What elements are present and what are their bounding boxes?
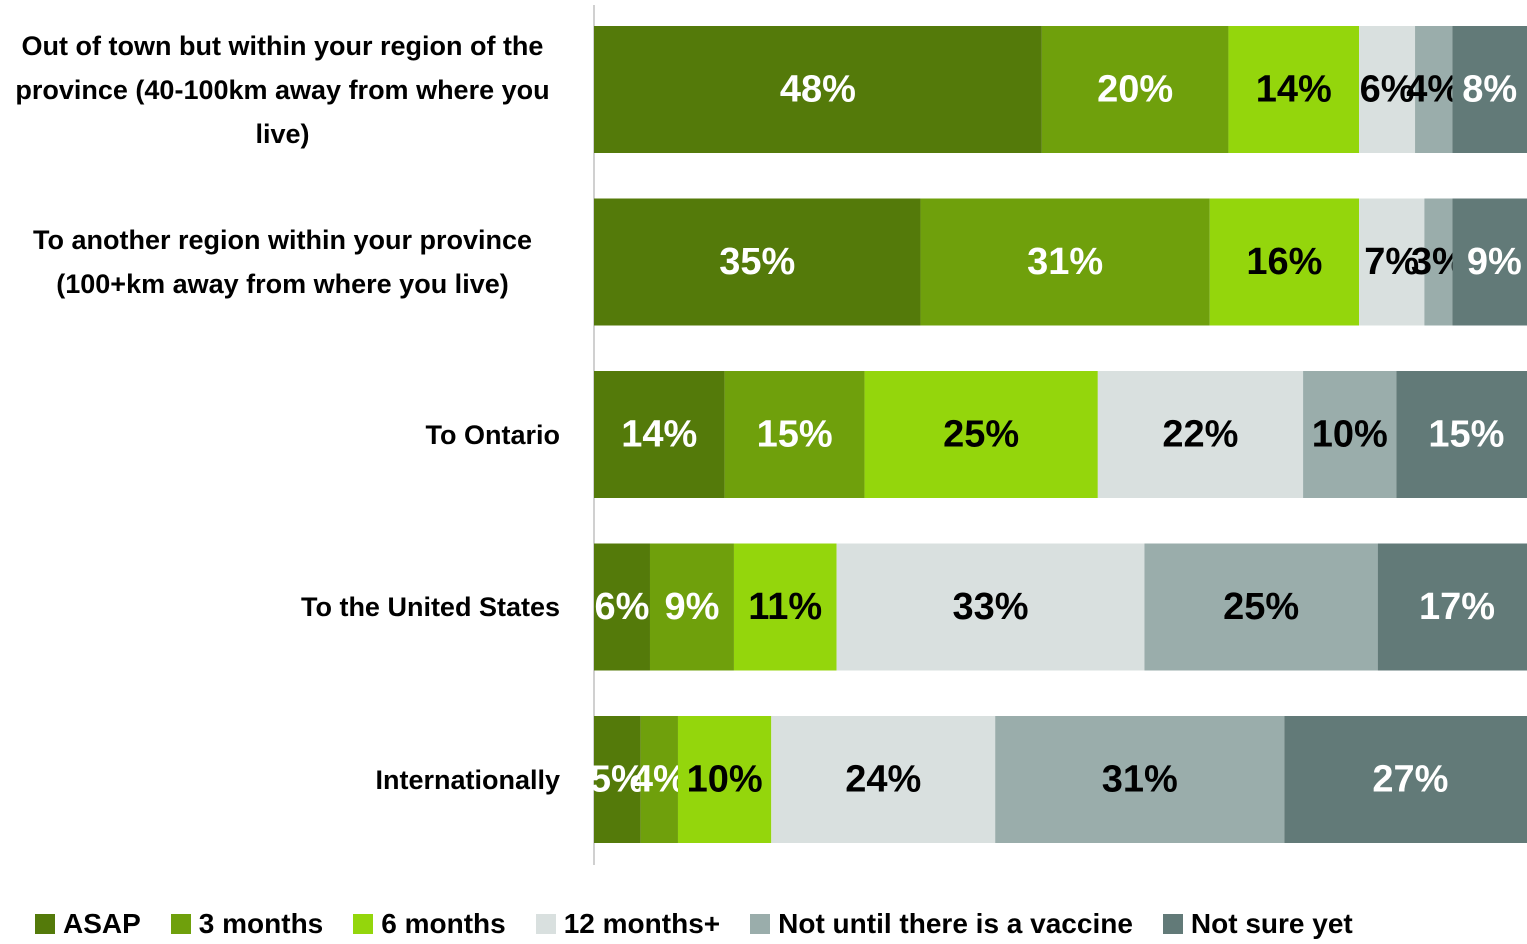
category-text: To Ontario [425,419,561,450]
data-label: 27% [1372,759,1448,801]
bar-segment [771,716,996,843]
category-label: Internationally [0,758,560,802]
data-label: 20% [1097,69,1173,111]
bar-segment [649,543,734,671]
data-label: 22% [1162,414,1238,456]
category-label: To Ontario [0,413,561,457]
legend-item: Not until there is a vaccine [750,908,1133,940]
data-label: 9% [665,586,720,628]
data-label: 9% [1467,241,1522,283]
data-label: 8% [1462,69,1517,111]
bar-segment [1097,371,1304,498]
data-label: 16% [1246,241,1322,283]
legend-item: 3 months [170,908,324,940]
bar-segment [995,716,1285,843]
category-label: To the United States [0,585,560,629]
category-text: To another region within your province (… [32,225,533,299]
data-label: 35% [719,241,795,283]
legend-swatch [1162,914,1183,934]
legend: ASAP 3 months 6 months 12 months+ Not until … [35,908,1353,940]
data-label: 31% [1027,241,1103,283]
data-label: 5% [590,759,645,801]
data-label: 17% [1419,586,1495,628]
bar-segment [1303,371,1397,498]
data-label: 4% [632,759,687,801]
bar-segment [1424,198,1453,326]
bar-segment [594,543,650,671]
bar-segment [1209,198,1360,326]
bar-segment [864,371,1098,498]
data-label: 24% [845,759,921,801]
legend-label: Not until there is a vaccine [778,908,1133,939]
legend-swatch [750,914,771,934]
bar-segment [594,26,1042,153]
bar-segment [677,716,772,843]
legend-item: 6 months [353,908,506,940]
bar-segment [1359,198,1425,326]
legend-label: ASAP [63,908,141,939]
legend-item: 12 months+ [535,908,721,940]
bar-segment [1415,26,1453,153]
data-label: 15% [1428,414,1504,456]
data-label: 15% [757,414,833,456]
data-label: 25% [1223,586,1299,628]
legend-swatch [35,914,55,934]
legend-item: ASAP [35,908,141,940]
bar-segment [836,543,1145,671]
legend-label: Not sure yet [1190,908,1353,939]
data-label: 10% [1312,414,1388,456]
category-text: Internationally [375,764,560,795]
bar-segment [1228,26,1360,153]
category-text: Out of town but within your region of th… [15,30,550,149]
bar-segment [594,716,641,843]
legend-label: 6 months [381,908,506,939]
data-label: 14% [621,414,697,456]
bar-segment [1377,543,1527,671]
bar-segment [594,198,921,326]
data-label: 4% [1406,69,1461,111]
data-label: 10% [687,759,763,801]
bar-segment [1452,26,1527,153]
data-label: 31% [1102,759,1178,801]
bar-segment [1359,26,1416,153]
data-label: 14% [1256,69,1332,111]
bar-segment [594,371,725,498]
bar-segment [1284,716,1527,843]
bar-segment [1452,198,1527,326]
bar-segment [920,198,1210,326]
category-label: To another region within your province (… [0,218,560,306]
data-label: 6% [1360,69,1415,111]
data-label: 48% [780,69,856,111]
legend-swatch [170,914,191,934]
legend-label: 12 months+ [563,908,721,939]
data-label: 7% [1364,241,1419,283]
data-label: 25% [943,414,1019,456]
legend-swatch [535,914,556,934]
data-label: 6% [595,586,650,628]
legend-label: 3 months [198,908,324,939]
bar-segment [724,371,865,498]
bar-segment [640,716,678,843]
legend-item: Not sure yet [1162,908,1353,940]
data-label: 33% [952,586,1028,628]
category-text: To the United States [300,592,560,622]
bar-segment [733,543,837,671]
bar-segment [1041,26,1229,153]
bar-segment [1144,543,1378,671]
data-label: 11% [748,586,822,628]
category-label: Out of town but within your region of th… [0,24,560,156]
bar-segment [1396,371,1527,498]
legend-swatch [353,914,374,934]
